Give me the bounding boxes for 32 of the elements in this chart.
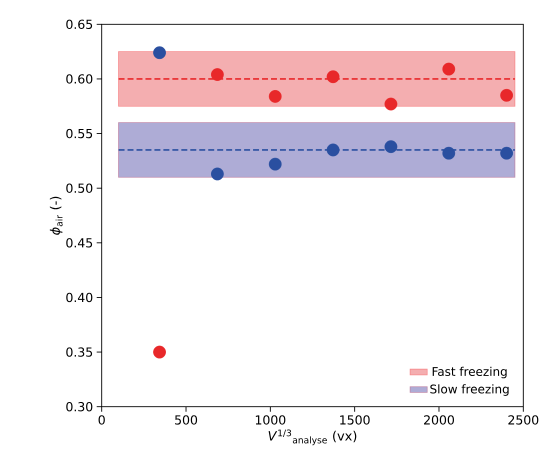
y-tick-label: 0.65 [66,20,92,29]
point [268,90,282,103]
point [500,146,514,160]
y-tick-label: 0.50 [66,183,92,193]
point [442,62,456,76]
point [153,46,166,60]
point [500,88,514,102]
y-tick-label: 0.30 [66,402,92,412]
point [210,68,224,81]
point [153,346,166,358]
point [210,168,224,180]
x-tick-label: 1500 [340,415,370,425]
y-tick-label: 0.35 [66,347,92,357]
point [384,140,398,154]
x-axis-title: V$^{1/3}$$_{analyse}$ (vx) [268,429,356,446]
x-tick-label: 2000 [424,415,454,425]
legend-label: Slow freezing [430,384,509,396]
point [268,158,282,171]
x-tick-label: 500 [175,415,198,425]
point [442,146,456,160]
y-tick-label: 0.40 [66,292,92,302]
point [326,70,340,84]
legend-label: Fast freezing [432,366,507,378]
point [326,144,340,156]
x-tick-label: 2500 [508,415,538,425]
point [384,98,398,110]
x-tick-label: 1000 [256,415,286,425]
y-axis-title: ϕ$_{air}$ (-) [50,196,63,235]
y-tick-label: 0.45 [66,238,92,248]
x-tick-label: 0 [98,415,105,425]
y-tick-label: 0.55 [66,128,92,138]
y-tick-label: 0.60 [66,74,92,84]
